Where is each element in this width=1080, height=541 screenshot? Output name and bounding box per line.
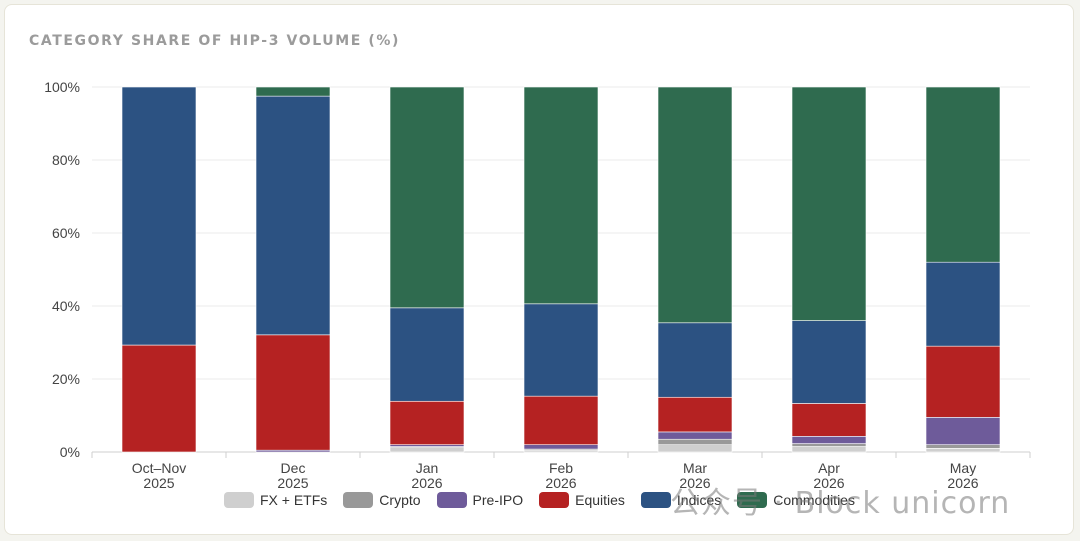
bar-segment: [791, 443, 867, 447]
y-tick-label: 20%: [52, 371, 80, 387]
y-tick-label: 100%: [44, 79, 80, 95]
x-tick-label: Feb: [549, 460, 573, 476]
x-tick-label: 2026: [411, 475, 442, 491]
y-tick-label: 60%: [52, 225, 80, 241]
bar-segment: [925, 444, 1001, 449]
bar-segment: [389, 400, 465, 446]
bar-segment: [389, 86, 465, 309]
x-tick-label: May: [950, 460, 976, 476]
legend-label: Pre-IPO: [472, 492, 524, 508]
bar-segment: [121, 344, 197, 453]
x-tick-label: Jan: [416, 460, 439, 476]
legend: FX + ETFs Crypto Pre-IPO Equities Indices Com…: [224, 492, 855, 508]
x-tick-label: Mar: [683, 460, 707, 476]
watermark: 公众号 · Block unicorn: [670, 486, 1011, 521]
legend-item[interactable]: Indices: [640, 492, 722, 508]
legend-label: Commodities: [773, 492, 855, 508]
bar-segment: [657, 444, 733, 453]
x-tick-label: 2026: [813, 475, 844, 491]
legend-item[interactable]: Equities: [539, 492, 625, 508]
bar-segment: [255, 95, 331, 336]
legend-item[interactable]: FX + ETFs: [224, 492, 327, 508]
y-axis: 0% 20% 40% 60% 80% 100%: [44, 79, 80, 460]
bar-segment: [791, 403, 867, 437]
bar-segment: [791, 320, 867, 404]
bar-segment: [791, 446, 867, 453]
bar-segment: [657, 322, 733, 398]
legend-label: FX + ETFs: [260, 492, 328, 508]
bar-segment: [523, 303, 599, 397]
bar-segment: [925, 417, 1001, 446]
legend-label: Crypto: [379, 492, 421, 508]
x-tick-label: Apr: [818, 460, 840, 476]
bar-segment: [255, 334, 331, 451]
bar-segment: [925, 345, 1001, 418]
legend-swatch: [539, 492, 570, 508]
legend-item[interactable]: Crypto: [343, 492, 421, 508]
legend-swatch: [737, 492, 768, 508]
bar-segment: [389, 307, 465, 402]
bar-segment: [255, 86, 331, 97]
bar-segment: [657, 438, 733, 446]
bars: [121, 86, 1001, 453]
bar-segment: [523, 86, 599, 305]
legend-label: Indices: [676, 492, 722, 508]
bar-segment: [121, 86, 197, 346]
bar-segment: [791, 436, 867, 444]
legend-label: Equities: [575, 492, 625, 508]
legend-swatch: [343, 492, 374, 508]
legend-swatch: [640, 492, 671, 508]
bar-segment: [657, 396, 733, 433]
y-tick-label: 80%: [52, 152, 80, 168]
x-tick-label: 2026: [545, 475, 576, 491]
y-tick-label: 0%: [60, 444, 80, 460]
bar-segment: [657, 431, 733, 440]
bar-segment: [389, 447, 465, 453]
x-tick-label: Dec: [281, 460, 306, 476]
x-tick-label: 2025: [277, 475, 308, 491]
bar-segment: [925, 448, 1001, 453]
x-axis: Oct–Nov2025Dec2025Jan2026Feb2026Mar2026A…: [91, 452, 1031, 491]
chart-title: CATEGORY SHARE OF HIP-3 VOLUME (%): [29, 33, 400, 49]
legend-swatch: [224, 492, 254, 508]
bar-segment: [925, 261, 1001, 347]
legend-item[interactable]: Commodities: [737, 492, 855, 508]
y-tick-label: 40%: [52, 298, 80, 314]
legend-item[interactable]: Pre-IPO: [436, 492, 524, 508]
bar-segment: [925, 86, 1001, 263]
x-tick-label: 2026: [679, 475, 710, 491]
x-tick-label: Oct–Nov: [132, 460, 186, 476]
bar-segment: [523, 395, 599, 445]
legend-swatch: [436, 492, 467, 508]
bar-segment: [791, 86, 867, 321]
x-tick-label: 2026: [947, 475, 978, 491]
bar-segment: [523, 444, 599, 450]
bar-segment: [657, 86, 733, 324]
x-tick-label: 2025: [143, 475, 174, 491]
